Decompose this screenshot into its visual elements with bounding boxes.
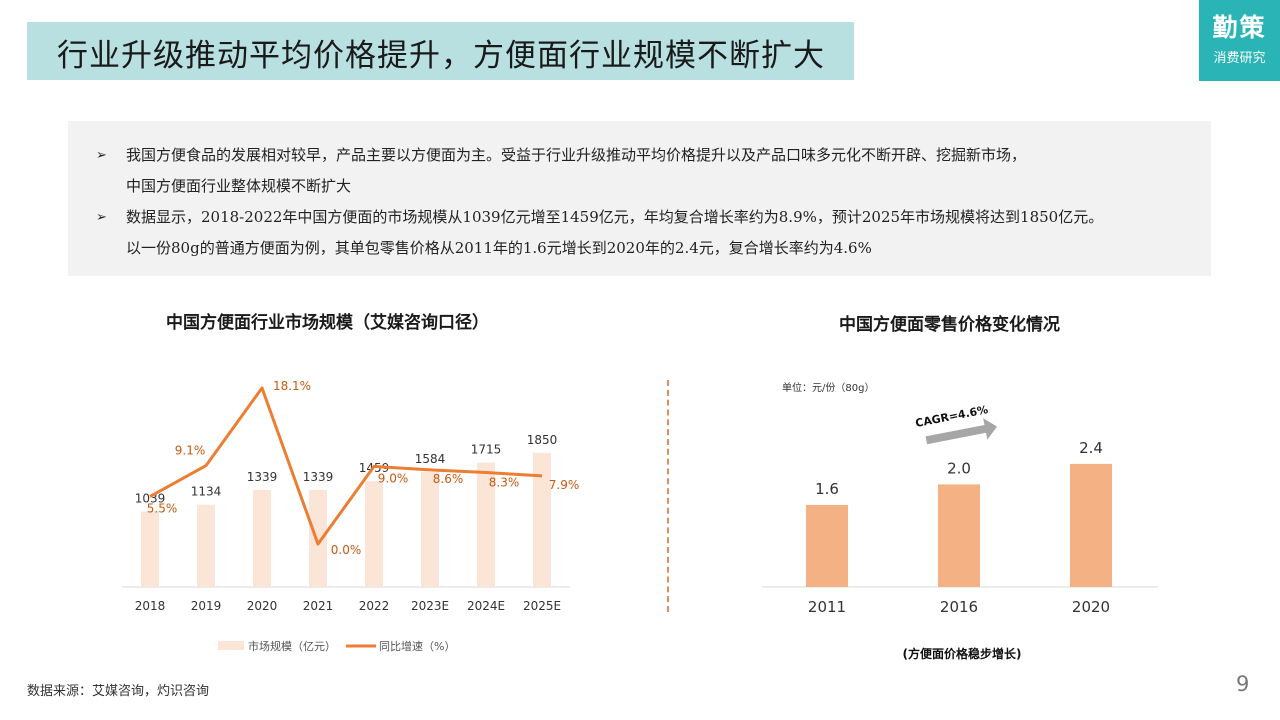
x-tick-label: 2023E — [411, 599, 449, 613]
x-tick-label: 2022 — [359, 599, 390, 613]
page-number: 9 — [1236, 672, 1250, 696]
bar-market-size — [141, 511, 159, 587]
line-value-label: 18.1% — [273, 379, 311, 393]
x-tick-label: 2018 — [135, 599, 166, 613]
bar-value-label: 1039 — [135, 492, 166, 506]
bar-market-size — [197, 504, 215, 587]
bar-market-size — [253, 489, 271, 587]
bar-value-label: 1584 — [415, 452, 446, 466]
bar-value-label: 1.6 — [815, 480, 839, 498]
bullet-line: 以一份80g的普通方便面为例，其单包零售价格从2011年的1.6元增长到2020… — [126, 239, 872, 257]
summary-box: ➢ 我国方便食品的发展相对较早，产品主要以方便面为主。受益于行业升级推动平均价格… — [68, 121, 1211, 276]
data-source: 数据来源：艾媒咨询，灼识咨询 — [27, 684, 210, 699]
page-title: 行业升级推动平均价格提升，方便面行业规模不断扩大 — [57, 38, 825, 74]
bar-market-size — [421, 472, 439, 587]
legend-bar-label: 市场规模（亿元） — [248, 639, 336, 653]
bar-value-label: 1850 — [527, 433, 558, 447]
bar-market-size — [477, 462, 495, 587]
bullet-line: 中国方便面行业整体规模不断扩大 — [126, 177, 352, 195]
bullet-line: 我国方便食品的发展相对较早，产品主要以方便面为主。受益于行业升级推动平均价格提升… — [126, 146, 1027, 164]
bullet-line: 数据显示，2018-2022年中国方便面的市场规模从1039亿元增至1459亿元… — [126, 208, 1104, 226]
bar-value-label: 2.0 — [947, 459, 971, 477]
cagr-arrow-icon — [925, 418, 998, 445]
market-size-chart: 1039201811342019133920201339202114592022… — [122, 379, 580, 653]
bar-value-label: 1134 — [191, 485, 222, 499]
line-value-label: 8.3% — [489, 475, 520, 489]
x-tick-label: 2016 — [940, 598, 978, 616]
x-tick-label: 2011 — [808, 598, 846, 616]
price-chart-title: 中国方便面零售价格变化情况 — [839, 315, 1060, 335]
legend-bar-swatch — [218, 641, 244, 650]
chart-divider — [667, 380, 669, 612]
chart-caption: (方便面价格稳步增长) — [903, 646, 1022, 661]
x-tick-label: 2020 — [247, 599, 278, 613]
brand-logo: 勤策 消费研究 — [1199, 0, 1280, 81]
line-value-label: 5.5% — [147, 502, 178, 516]
bar-market-size — [309, 489, 327, 587]
x-tick-label: 2021 — [303, 599, 334, 613]
legend-line-label: 同比增速（%） — [379, 639, 455, 653]
bar-market-size — [365, 481, 383, 587]
x-tick-label: 2024E — [467, 599, 505, 613]
logo-main-text: 勤策 — [1212, 13, 1267, 42]
bar-value-label: 2.4 — [1079, 439, 1103, 457]
x-tick-label: 2020 — [1072, 598, 1110, 616]
cagr-arrow-group — [925, 418, 998, 445]
arrow-bullet-icon: ➢ — [96, 210, 107, 225]
bar-value-label: 1339 — [247, 470, 278, 484]
logo-sub-text: 消费研究 — [1213, 51, 1266, 66]
bar-retail-price — [1070, 463, 1112, 587]
x-tick-label: 2025E — [523, 599, 561, 613]
bar-retail-price — [806, 504, 848, 587]
arrow-bullet-icon: ➢ — [96, 148, 107, 163]
unit-label: 单位：元/份（80g） — [782, 381, 874, 394]
line-value-label: 9.1% — [175, 444, 206, 458]
cagr-label: CAGR=4.6% — [914, 403, 989, 430]
x-tick-label: 2019 — [191, 599, 222, 613]
price-chart: 单位：元/份（80g） 1.6 2011 2.0 2016 2.4 2020 CAGR=4.6… — [762, 381, 1158, 661]
bar-retail-price — [938, 484, 980, 587]
bar-value-label: 1715 — [471, 443, 502, 457]
growth-rate-line — [149, 386, 543, 546]
line-value-label: 8.6% — [433, 472, 464, 486]
line-value-label: 7.9% — [549, 478, 580, 492]
title-banner: 行业升级推动平均价格提升，方便面行业规模不断扩大 — [27, 22, 854, 80]
market-size-chart-title: 中国方便面行业市场规模（艾媒咨询口径） — [166, 313, 489, 333]
line-value-label: 0.0% — [331, 543, 362, 557]
bar-market-size — [533, 452, 551, 587]
line-value-label: 9.0% — [378, 471, 409, 485]
bar-value-label: 1339 — [303, 470, 334, 484]
